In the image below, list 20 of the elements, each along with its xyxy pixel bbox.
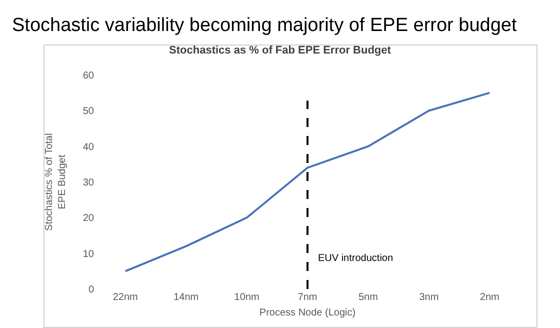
chart-subtitle: Stochastics as % of Fab EPE Error Budget — [169, 44, 392, 57]
y-tick-label: 50 — [82, 106, 94, 118]
x-tick-label: 14nm — [174, 292, 199, 303]
line-series — [124, 92, 491, 272]
x-tick-label: 10nm — [234, 292, 260, 303]
x-tick-label: 3nm — [419, 292, 439, 303]
x-tick-label: 2nm — [480, 292, 500, 303]
y-tick-label: 30 — [82, 178, 94, 188]
y-tick-label: 0 — [88, 284, 94, 296]
ref-line-label: EUV introduction — [318, 253, 394, 264]
y-tick-label: 10 — [82, 248, 94, 260]
x-tick-label: 7nm — [298, 292, 318, 303]
x-tick-label: 22nm — [112, 292, 138, 303]
x-axis-title: Process Node (Logic) — [259, 308, 356, 318]
y-tick-label: 20 — [82, 213, 94, 224]
y-axis-title: Stochastics % of Total EPE Budget — [44, 133, 68, 231]
chart-title: Stochastic variability becoming majority of EPE error budget — [12, 15, 518, 36]
y-tick-label: 60 — [82, 70, 94, 82]
y-tick-label: 40 — [82, 142, 94, 153]
x-tick-label: 5nm — [358, 292, 378, 303]
